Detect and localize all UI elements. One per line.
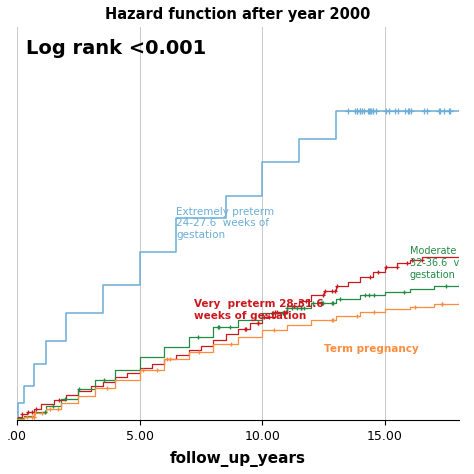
Text: Term pregnancy: Term pregnancy bbox=[324, 344, 419, 354]
X-axis label: follow_up_years: follow_up_years bbox=[170, 451, 306, 467]
Text: Log rank <0.001: Log rank <0.001 bbox=[26, 39, 206, 58]
Text: Extremely preterm
24-27.6  weeks of
gestation: Extremely preterm 24-27.6 weeks of gesta… bbox=[176, 207, 274, 240]
Text: Moderate
32-36.6  v
gestation: Moderate 32-36.6 v gestation bbox=[410, 246, 459, 280]
Text: Very  preterm 28-31.6
weeks of gestation: Very preterm 28-31.6 weeks of gestation bbox=[193, 300, 323, 321]
Title: Hazard function after year 2000: Hazard function after year 2000 bbox=[105, 7, 371, 22]
